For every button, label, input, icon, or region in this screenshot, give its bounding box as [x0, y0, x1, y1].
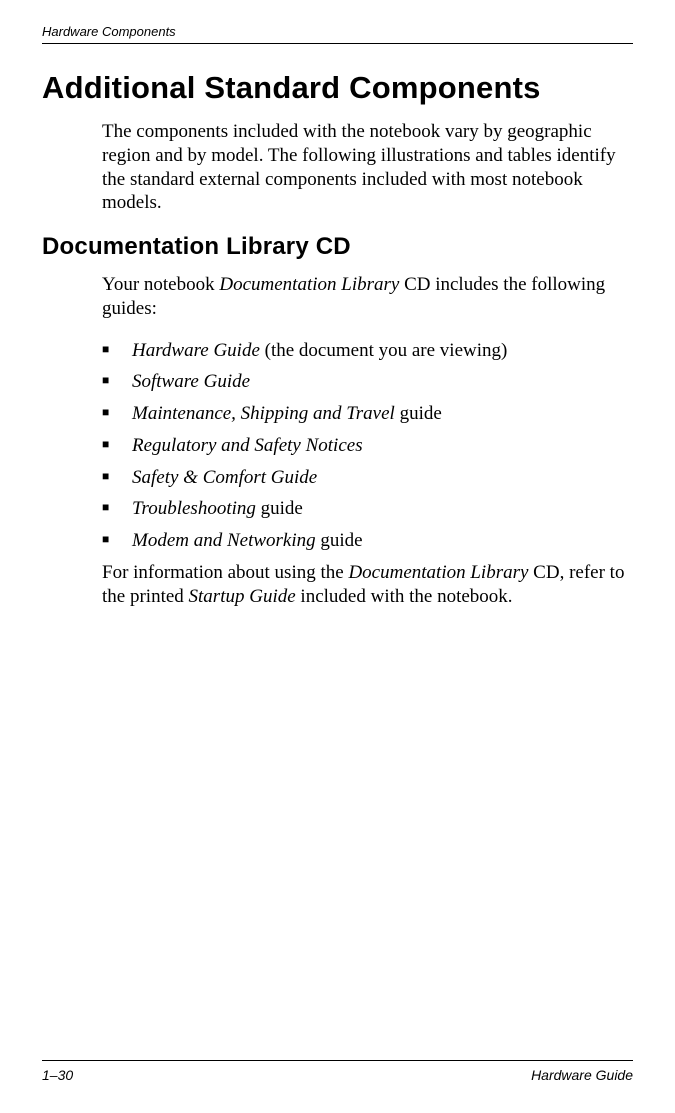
closing-paragraph: For information about using the Document… — [102, 561, 633, 609]
running-header: Hardware Components — [42, 24, 633, 39]
text-italic: Software Guide — [132, 371, 250, 392]
section-intro: Your notebook Documentation Library CD i… — [102, 273, 633, 321]
text-italic: Regulatory and Safety Notices — [132, 435, 363, 456]
bullet-list: Hardware Guide (the document you are vie… — [102, 339, 633, 553]
text-italic: Documentation Library — [348, 562, 528, 583]
text-italic: Maintenance, Shipping and Travel — [132, 403, 395, 424]
text-italic: Safety & Comfort Guide — [132, 467, 317, 488]
text: guide — [256, 498, 303, 519]
page-title: Additional Standard Components — [42, 70, 633, 106]
intro-paragraph: The components included with the noteboo… — [102, 120, 633, 215]
list-item: Maintenance, Shipping and Travel guide — [102, 402, 633, 426]
list-item: Software Guide — [102, 370, 633, 394]
footer-title: Hardware Guide — [531, 1067, 633, 1083]
page-number: 1–30 — [42, 1067, 73, 1083]
text-italic: Documentation Library — [219, 274, 399, 295]
text: guide — [395, 403, 442, 424]
section-title: Documentation Library CD — [42, 233, 633, 261]
text: (the document you are viewing) — [260, 340, 507, 361]
list-item: Troubleshooting guide — [102, 497, 633, 521]
text-italic: Modem and Networking — [132, 530, 316, 551]
header-rule — [42, 43, 633, 44]
text-italic: Startup Guide — [189, 586, 296, 607]
list-item: Regulatory and Safety Notices — [102, 434, 633, 458]
text: included with the notebook. — [296, 586, 513, 607]
text-italic: Hardware Guide — [132, 340, 260, 361]
text: Your notebook — [102, 274, 219, 295]
footer-rule — [42, 1060, 633, 1061]
text: guide — [316, 530, 363, 551]
text-italic: Troubleshooting — [132, 498, 256, 519]
list-item: Modem and Networking guide — [102, 529, 633, 553]
text: For information about using the — [102, 562, 348, 583]
list-item: Hardware Guide (the document you are vie… — [102, 339, 633, 363]
list-item: Safety & Comfort Guide — [102, 466, 633, 490]
page-footer: 1–30 Hardware Guide — [42, 1060, 633, 1083]
